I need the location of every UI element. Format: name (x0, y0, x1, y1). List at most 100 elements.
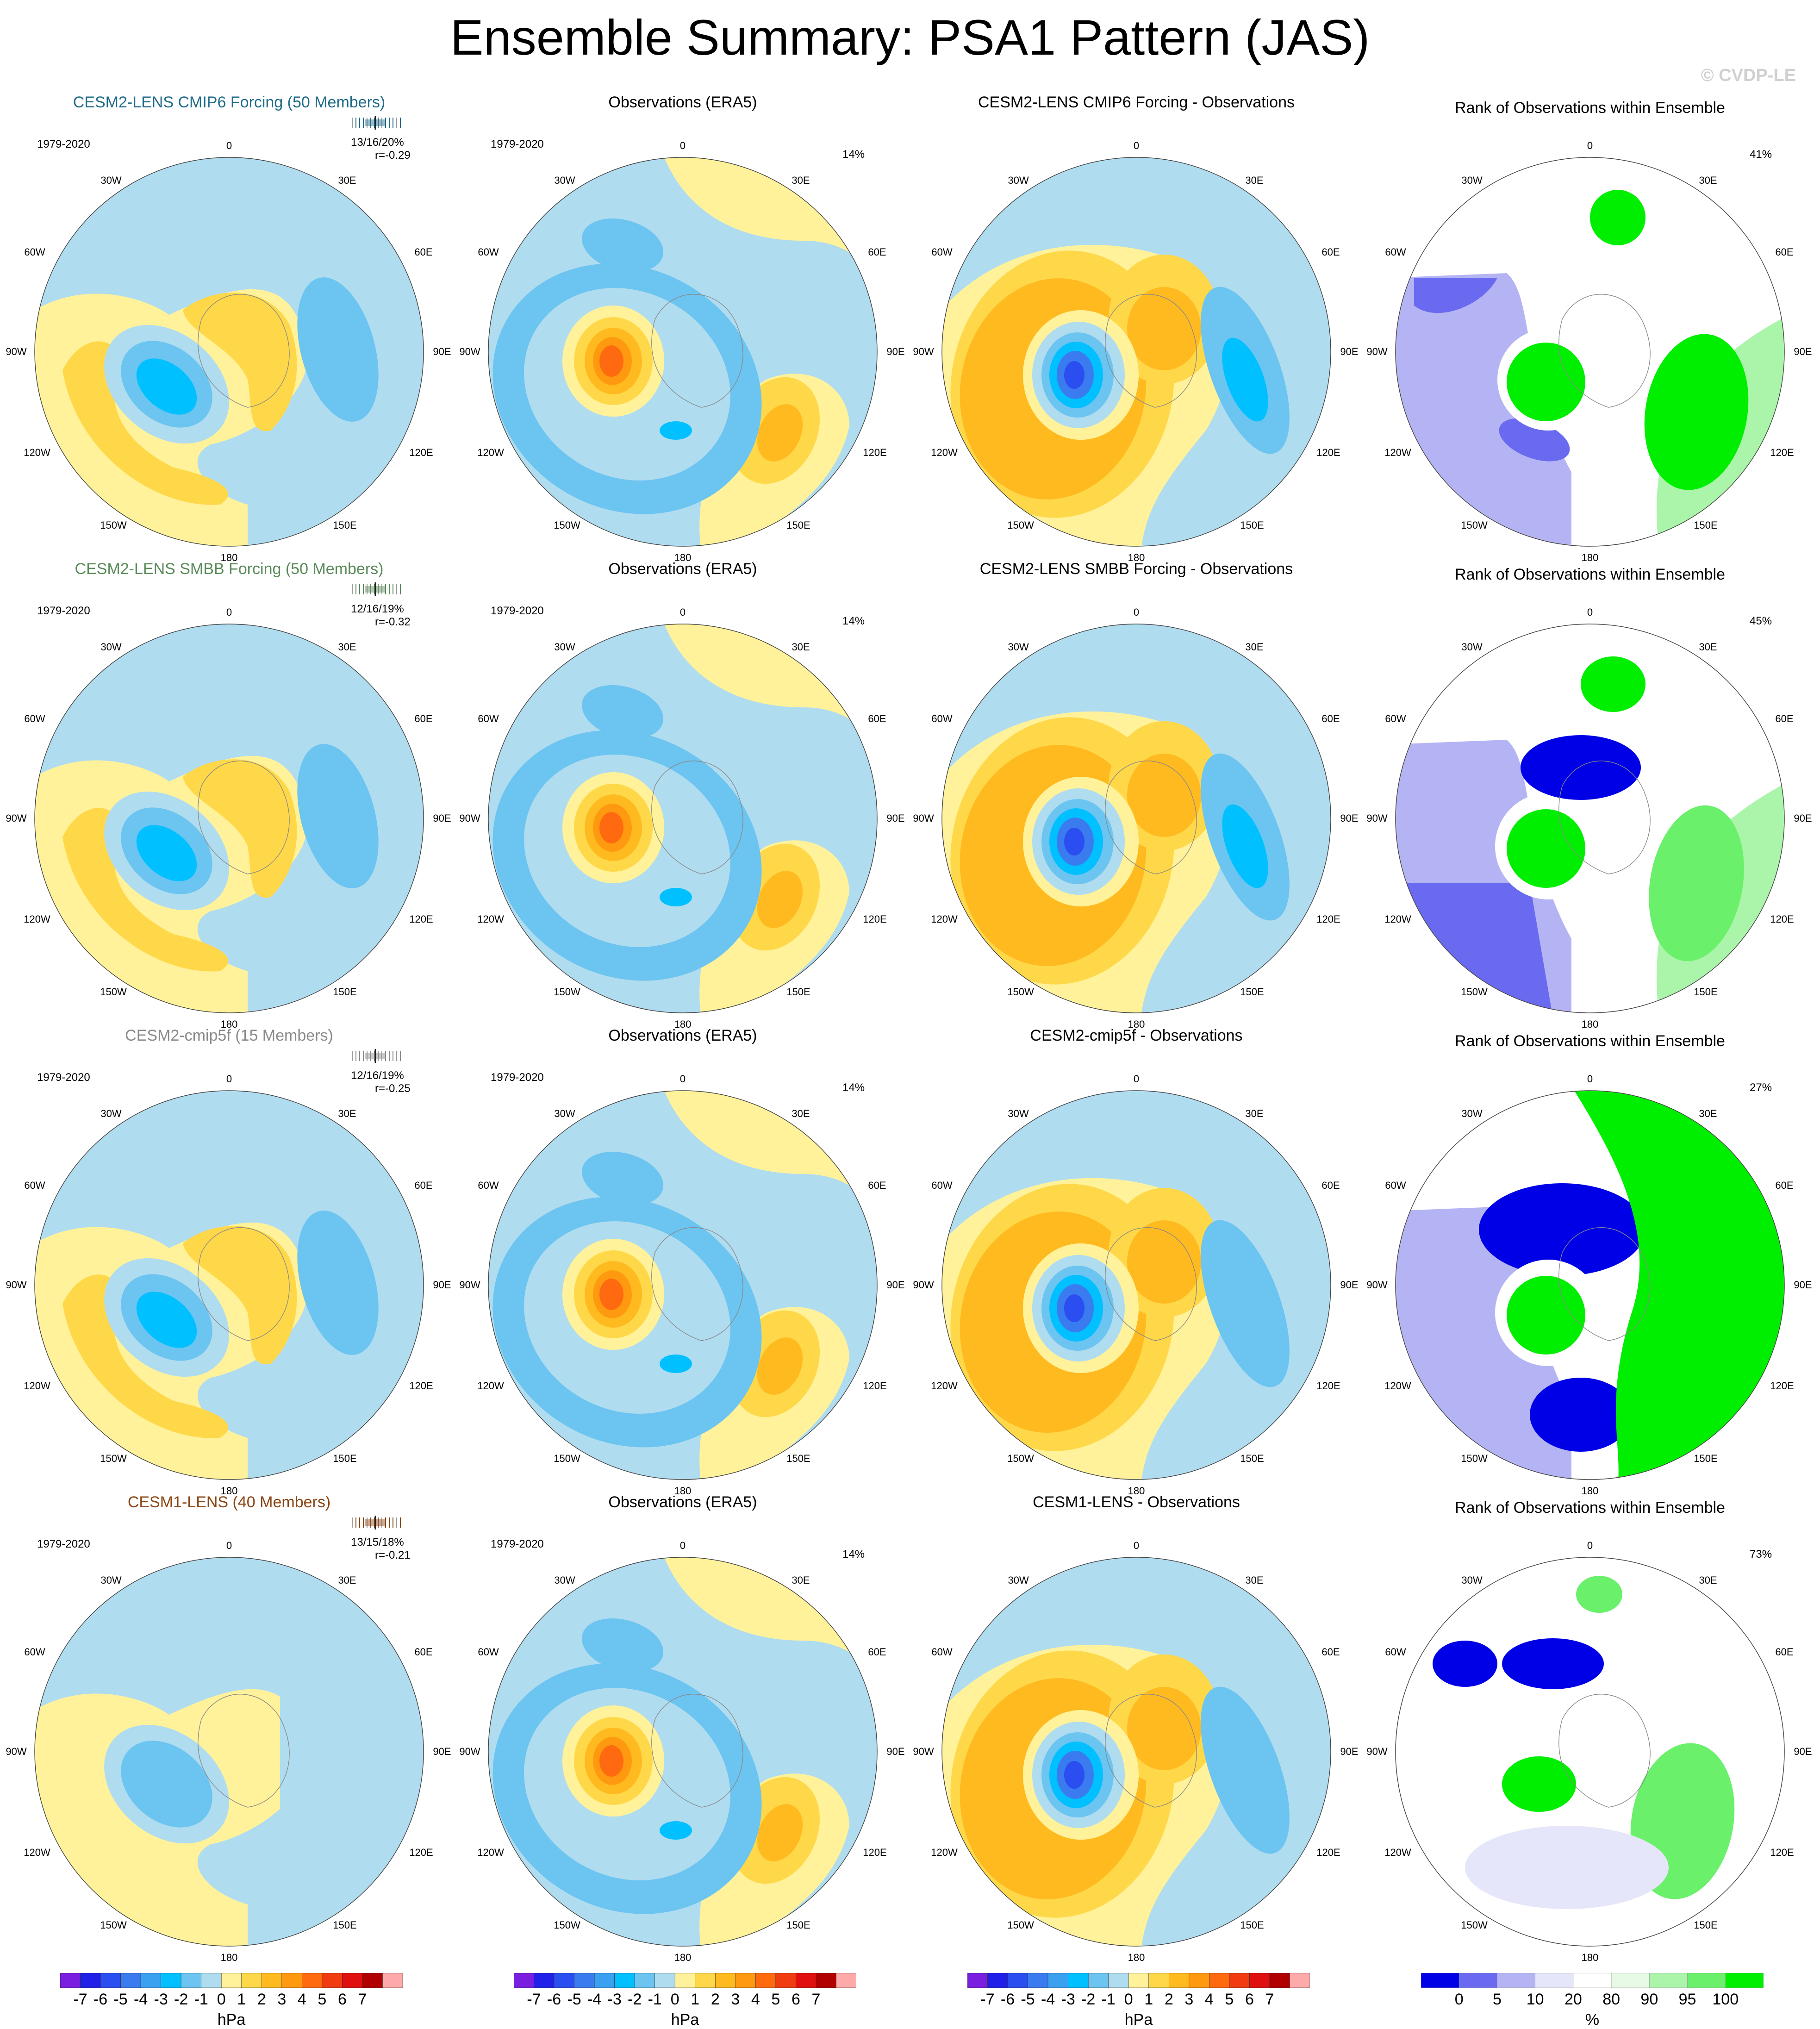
lon-label-150w: 150W (100, 986, 127, 998)
lon-label-90w: 90W (459, 1279, 480, 1291)
rank-very-high-north (1576, 1576, 1622, 1613)
panel-ens: CESM2-LENS CMIP6 Forcing (50 Members) 0 30… (5, 93, 454, 563)
lon-label-120e: 120E (863, 1380, 887, 1392)
lon-label-60w: 60W (478, 1646, 499, 1658)
hpa-tick-label: 3 (1184, 1991, 1194, 2008)
lon-label-120w: 120W (24, 913, 50, 925)
lon-label-60w: 60W (1385, 713, 1406, 724)
hpa-tick-label: -7 (980, 1991, 995, 2008)
lon-label-60e: 60E (1775, 1646, 1794, 1658)
lon-label-30w: 30W (1461, 1108, 1483, 1119)
rank-very-high-north (1581, 656, 1645, 712)
hpa-colorbar-swatches (967, 1973, 1310, 1988)
hpa-tick-label: -6 (547, 1991, 561, 2008)
page-title: Ensemble Summary: PSA1 Pattern (JAS) (450, 9, 1370, 65)
hpa-tick-label: -5 (1021, 1991, 1035, 2008)
panel-title: CESM1-LENS - Observations (1033, 1493, 1240, 1511)
lon-label-60e: 60E (868, 713, 886, 724)
hpa-tick-label: -2 (1081, 1991, 1096, 2008)
hpa-swatch (261, 1973, 282, 1988)
lon-label-180: 180 (674, 552, 692, 563)
panel-title: CESM2-LENS SMBB Forcing (50 Members) (75, 560, 384, 578)
rank-percent: 27% (1750, 1081, 1772, 1094)
polar-map (488, 157, 878, 547)
lon-label-30w: 30W (1008, 641, 1029, 653)
negative-anomaly-south-atlantic (581, 685, 664, 739)
hpa-swatch (594, 1973, 615, 1988)
hpa-swatch (1189, 1973, 1209, 1988)
polar-map (941, 624, 1331, 1013)
lon-label-120e: 120E (1316, 447, 1340, 458)
hpa-tick-label: -4 (587, 1991, 602, 2008)
lon-label-120w: 120W (1384, 913, 1411, 925)
lon-label-60w: 60W (24, 1646, 45, 1658)
rank-lowest-patch (1521, 735, 1641, 800)
lon-label-60w: 60W (931, 246, 953, 258)
lon-label-90e: 90E (433, 812, 451, 824)
lon-label-0: 0 (679, 606, 686, 618)
rank-very-high-center (1507, 809, 1585, 888)
polar-map (34, 157, 424, 547)
polar-map (34, 1557, 424, 1947)
lon-label-180: 180 (1581, 1952, 1599, 1963)
lon-label-30e: 30E (1245, 1108, 1264, 1119)
lon-label-150e: 150E (786, 1919, 810, 1931)
positive-anomaly-indian-core (757, 404, 803, 462)
hpa-swatch (1108, 1973, 1129, 1988)
negative-anomaly-indian-core (1222, 804, 1268, 888)
hpa-tick-label: -5 (567, 1991, 581, 2008)
antarctica-outline (198, 761, 290, 874)
lon-label-30w: 30W (1008, 175, 1029, 186)
lon-label-30e: 30E (792, 641, 810, 653)
hpa-swatch (281, 1973, 302, 1988)
lon-label-180: 180 (1128, 1018, 1145, 1030)
map-boundary (941, 1557, 1331, 1947)
negative-anomaly-core (136, 825, 197, 881)
antarctica-outline (1558, 1227, 1651, 1341)
rank-lowest-west (1433, 1641, 1497, 1687)
hpa-swatch (1088, 1973, 1109, 1988)
lon-label-0: 0 (679, 1540, 686, 1551)
lon-label-30w: 30W (1461, 641, 1483, 653)
lon-label-60w: 60W (24, 713, 45, 724)
hpa-tick-label: 4 (297, 1991, 306, 2008)
lon-label-120e: 120E (863, 1847, 887, 1858)
lon-label-0: 0 (1587, 606, 1593, 618)
hpa-tick-label: 2 (257, 1991, 266, 2008)
rank-swatch (1535, 1973, 1574, 1988)
hpa-tick-label: 5 (1225, 1991, 1234, 2008)
hpa-tick-label: -1 (648, 1991, 662, 2008)
negative-anomaly-core (136, 1292, 197, 1348)
hpa-tick-label: 7 (1265, 1991, 1274, 2008)
polar-map (1395, 1090, 1785, 1480)
map-boundary (1395, 1557, 1785, 1947)
map-boundary (34, 157, 424, 547)
lon-label-90e: 90E (1340, 812, 1359, 824)
lon-label-90w: 90W (6, 812, 27, 824)
lon-label-90w: 90W (1366, 346, 1388, 357)
panel-obs: Observations (ERA5) 0 30E 60E 90E 120E 150E 180… (458, 1492, 907, 1963)
positive-anomaly-core (599, 1279, 623, 1310)
lon-label-150e: 150E (1694, 986, 1718, 998)
map-boundary (488, 1557, 878, 1947)
hpa-colorbar-swatches (514, 1973, 856, 1988)
hpa-tick-label: -6 (93, 1991, 108, 2008)
map-field (488, 624, 877, 1013)
ensemble-stats: 13/16/20% (351, 136, 404, 149)
period-label: 1979-2020 (37, 1538, 90, 1550)
rank-mid-south (1465, 1826, 1669, 1909)
hpa-swatch (715, 1973, 736, 1988)
map-field (488, 1557, 877, 1946)
panel-title: Rank of Observations within Ensemble (1455, 1032, 1725, 1050)
lon-label-180: 180 (674, 1485, 692, 1497)
hpa-tick-label: 5 (771, 1991, 780, 2008)
hpa-swatch (1007, 1973, 1028, 1988)
lon-label-60e: 60E (868, 246, 886, 258)
hpa-swatch (554, 1973, 574, 1988)
rank-percent: 45% (1750, 615, 1772, 627)
rank-tick-label: 5 (1492, 1991, 1502, 2008)
negative-anomaly-core (1064, 828, 1085, 855)
antarctica-outline (198, 294, 290, 408)
period-label: 1979-2020 (37, 605, 90, 617)
polar-map (941, 1557, 1331, 1947)
